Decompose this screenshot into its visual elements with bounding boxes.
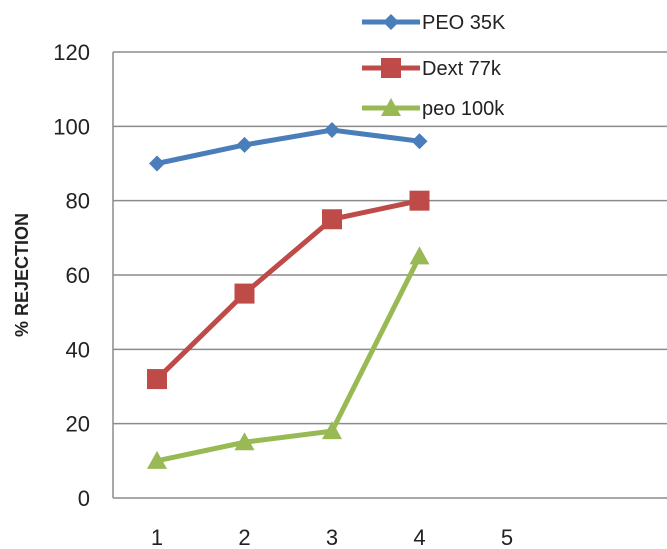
y-tick-label: 120 xyxy=(53,40,90,65)
y-axis-label: % REJECTION xyxy=(12,213,32,337)
legend-label: peo 100k xyxy=(422,98,505,120)
legend-marker xyxy=(381,58,401,78)
x-tick-label: 3 xyxy=(326,525,338,549)
data-point xyxy=(236,136,253,153)
data-point xyxy=(322,421,342,440)
data-point xyxy=(234,432,255,451)
legend-label: PEO 35K xyxy=(422,12,506,34)
legend-label: Dext 77k xyxy=(422,58,502,80)
legend-marker xyxy=(381,98,401,116)
y-tick-label: 100 xyxy=(53,114,90,139)
data-point xyxy=(409,246,430,265)
x-tick-label: 4 xyxy=(413,525,425,549)
axis-layer: 0 20 40 60 80 100 120 1 2 3 4 5 xyxy=(53,40,667,549)
data-point xyxy=(147,369,167,390)
data-point xyxy=(409,190,430,211)
y-tick-label: 80 xyxy=(66,189,90,214)
y-tick-label: 40 xyxy=(66,337,90,362)
y-tick-label: 0 xyxy=(78,486,90,511)
series-line xyxy=(155,198,421,381)
data-point xyxy=(234,283,255,304)
x-tick-label: 2 xyxy=(238,525,250,549)
y-tick-label: 20 xyxy=(66,412,90,437)
x-tick-label: 5 xyxy=(501,525,513,549)
series-line xyxy=(156,255,422,464)
legend-marker xyxy=(383,14,399,30)
grid-layer xyxy=(113,51,667,425)
y-tick-label: 60 xyxy=(66,263,90,288)
data-point xyxy=(411,133,428,150)
data-point xyxy=(149,155,165,172)
data-point xyxy=(322,209,342,230)
data-point xyxy=(324,122,340,139)
data-point xyxy=(147,450,167,469)
series-line xyxy=(156,127,420,166)
series-layer xyxy=(147,122,430,469)
legend: PEO 35K Dext 77k peo 100k xyxy=(362,12,506,120)
x-tick-label: 1 xyxy=(151,525,163,549)
